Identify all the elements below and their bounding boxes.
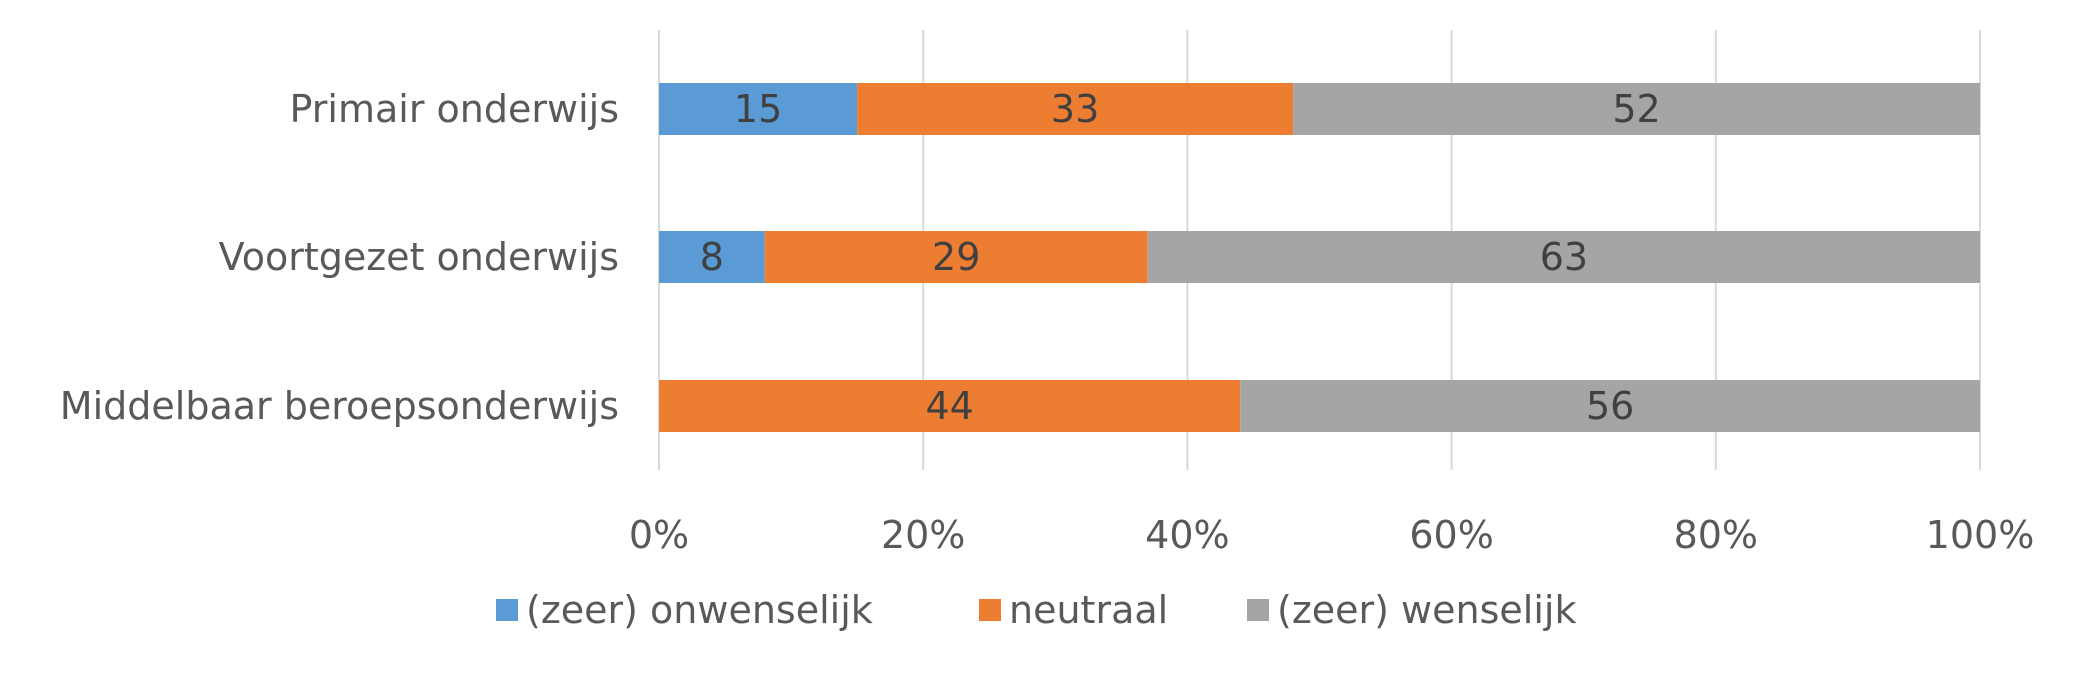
bars: 15 33 52 8 29 63 44 56 xyxy=(659,83,1980,432)
x-tick-label: 60% xyxy=(1409,513,1493,557)
bar-neutraal-voortgezet-onderwijs xyxy=(764,231,1148,283)
data-label-zeer-onwenselijk-primair-onderwijs: 15 xyxy=(734,87,782,131)
bar-zeer-wenselijk-voortgezet-onderwijs xyxy=(1147,231,1980,283)
data-label-zeer-wenselijk-middelbaar-beroepsonderwijs: 56 xyxy=(1586,384,1634,428)
x-tick-label: 80% xyxy=(1674,513,1758,557)
category-label-primair-onderwijs: Primair onderwijs xyxy=(290,87,619,131)
data-label-zeer-wenselijk-voortgezet-onderwijs: 63 xyxy=(1540,235,1588,279)
bar-neutraal-middelbaar-beroepsonderwijs xyxy=(659,380,1241,432)
legend-swatch-zeer-wenselijk xyxy=(1247,599,1269,621)
bar-zeer-wenselijk-middelbaar-beroepsonderwijs xyxy=(1240,380,1980,432)
bar-zeer-onwenselijk-voortgezet-onderwijs xyxy=(659,231,765,283)
x-tick-label: 20% xyxy=(881,513,965,557)
legend-label-zeer-wenselijk: (zeer) wenselijk xyxy=(1277,588,1576,632)
legend-swatch-neutraal xyxy=(979,599,1001,621)
category-label-middelbaar-beroepsonderwijs: Middelbaar beroepsonderwijs xyxy=(60,384,619,428)
bar-zeer-onwenselijk-primair-onderwijs xyxy=(659,83,858,135)
x-tick-label: 0% xyxy=(629,513,689,557)
data-label-zeer-onwenselijk-voortgezet-onderwijs: 8 xyxy=(700,235,724,279)
data-label-neutraal-primair-onderwijs: 33 xyxy=(1051,87,1099,131)
legend-label-neutraal: neutraal xyxy=(1009,588,1168,632)
data-label-neutraal-voortgezet-onderwijs: 29 xyxy=(932,235,980,279)
category-labels: Primair onderwijs Voortgezet onderwijs Mid… xyxy=(60,87,619,428)
x-tick-label: 40% xyxy=(1145,513,1229,557)
x-axis: 0% 20% 40% 60% 80% 100% xyxy=(629,513,2034,557)
bar-neutraal-primair-onderwijs xyxy=(857,83,1294,135)
legend-label-zeer-onwenselijk: (zeer) onwenselijk xyxy=(526,588,873,632)
legend-swatch-zeer-onwenselijk xyxy=(496,599,518,621)
legend: (zeer) onwenselijk neutraal (zeer) wenseli… xyxy=(496,588,1576,632)
bar-zeer-wenselijk-primair-onderwijs xyxy=(1293,83,1980,135)
data-label-zeer-wenselijk-primair-onderwijs: 52 xyxy=(1612,87,1660,131)
category-label-voortgezet-onderwijs: Voortgezet onderwijs xyxy=(219,235,619,279)
data-label-neutraal-middelbaar-beroepsonderwijs: 44 xyxy=(925,384,973,428)
x-tick-label: 100% xyxy=(1926,513,2035,557)
